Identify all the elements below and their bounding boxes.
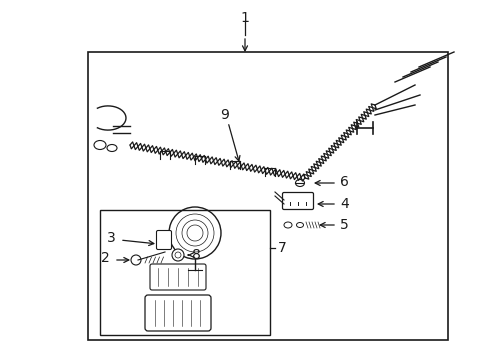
Circle shape: [131, 255, 141, 265]
Text: 2: 2: [101, 251, 110, 265]
Bar: [100, 210, 269, 335]
Ellipse shape: [94, 140, 106, 149]
Ellipse shape: [296, 222, 303, 228]
FancyBboxPatch shape: [156, 230, 171, 249]
Ellipse shape: [284, 222, 291, 228]
FancyBboxPatch shape: [282, 193, 313, 210]
Circle shape: [175, 252, 181, 258]
Ellipse shape: [295, 180, 304, 186]
Text: 1: 1: [240, 11, 249, 25]
Text: 6: 6: [339, 175, 348, 189]
Text: 8: 8: [192, 248, 201, 262]
Text: 7: 7: [278, 241, 286, 255]
FancyBboxPatch shape: [150, 264, 205, 290]
Text: 9: 9: [220, 108, 229, 122]
Bar: [88, 52, 447, 340]
FancyBboxPatch shape: [145, 295, 210, 331]
Text: 5: 5: [339, 218, 348, 232]
Text: 3: 3: [107, 231, 116, 245]
Text: 4: 4: [339, 197, 348, 211]
Ellipse shape: [107, 144, 117, 152]
Circle shape: [172, 249, 183, 261]
